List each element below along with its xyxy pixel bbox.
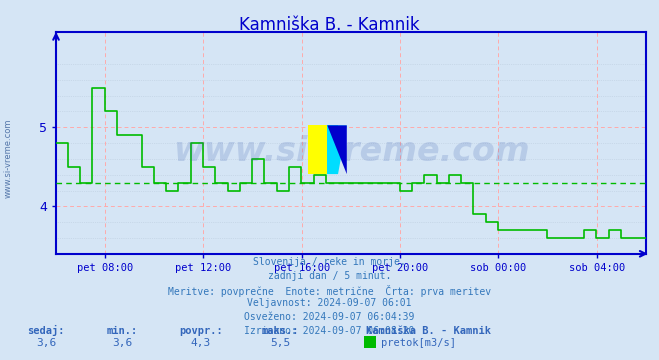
Text: Veljavnost: 2024-09-07 06:01: Veljavnost: 2024-09-07 06:01	[247, 298, 412, 309]
Polygon shape	[328, 125, 347, 174]
Bar	[308, 125, 328, 174]
Text: 5,5: 5,5	[270, 338, 290, 348]
Text: povpr.:: povpr.:	[179, 326, 223, 336]
Text: Osveženo: 2024-09-07 06:04:39: Osveženo: 2024-09-07 06:04:39	[244, 312, 415, 322]
Text: maks.:: maks.:	[262, 326, 299, 336]
Bar	[328, 125, 338, 174]
Text: Kamniška B. - Kamnik: Kamniška B. - Kamnik	[366, 326, 491, 336]
Text: Izrisano: 2024-09-07 06:08:20: Izrisano: 2024-09-07 06:08:20	[244, 326, 415, 336]
Text: zadnji dan / 5 minut.: zadnji dan / 5 minut.	[268, 271, 391, 281]
Text: sedaj:: sedaj:	[28, 325, 65, 336]
Text: 3,6: 3,6	[36, 338, 56, 348]
Text: pretok[m3/s]: pretok[m3/s]	[381, 338, 456, 348]
Text: Kamniška B. - Kamnik: Kamniška B. - Kamnik	[239, 16, 420, 34]
Text: Slovenija / reke in morje.: Slovenija / reke in morje.	[253, 257, 406, 267]
Text: 3,6: 3,6	[112, 338, 132, 348]
Text: www.si-vreme.com: www.si-vreme.com	[173, 135, 529, 168]
Text: min.:: min.:	[106, 326, 138, 336]
Text: 4,3: 4,3	[191, 338, 211, 348]
Text: www.si-vreme.com: www.si-vreme.com	[4, 119, 13, 198]
Text: Meritve: povprečne  Enote: metrične  Črta: prva meritev: Meritve: povprečne Enote: metrične Črta:…	[168, 285, 491, 297]
Polygon shape	[328, 125, 347, 174]
